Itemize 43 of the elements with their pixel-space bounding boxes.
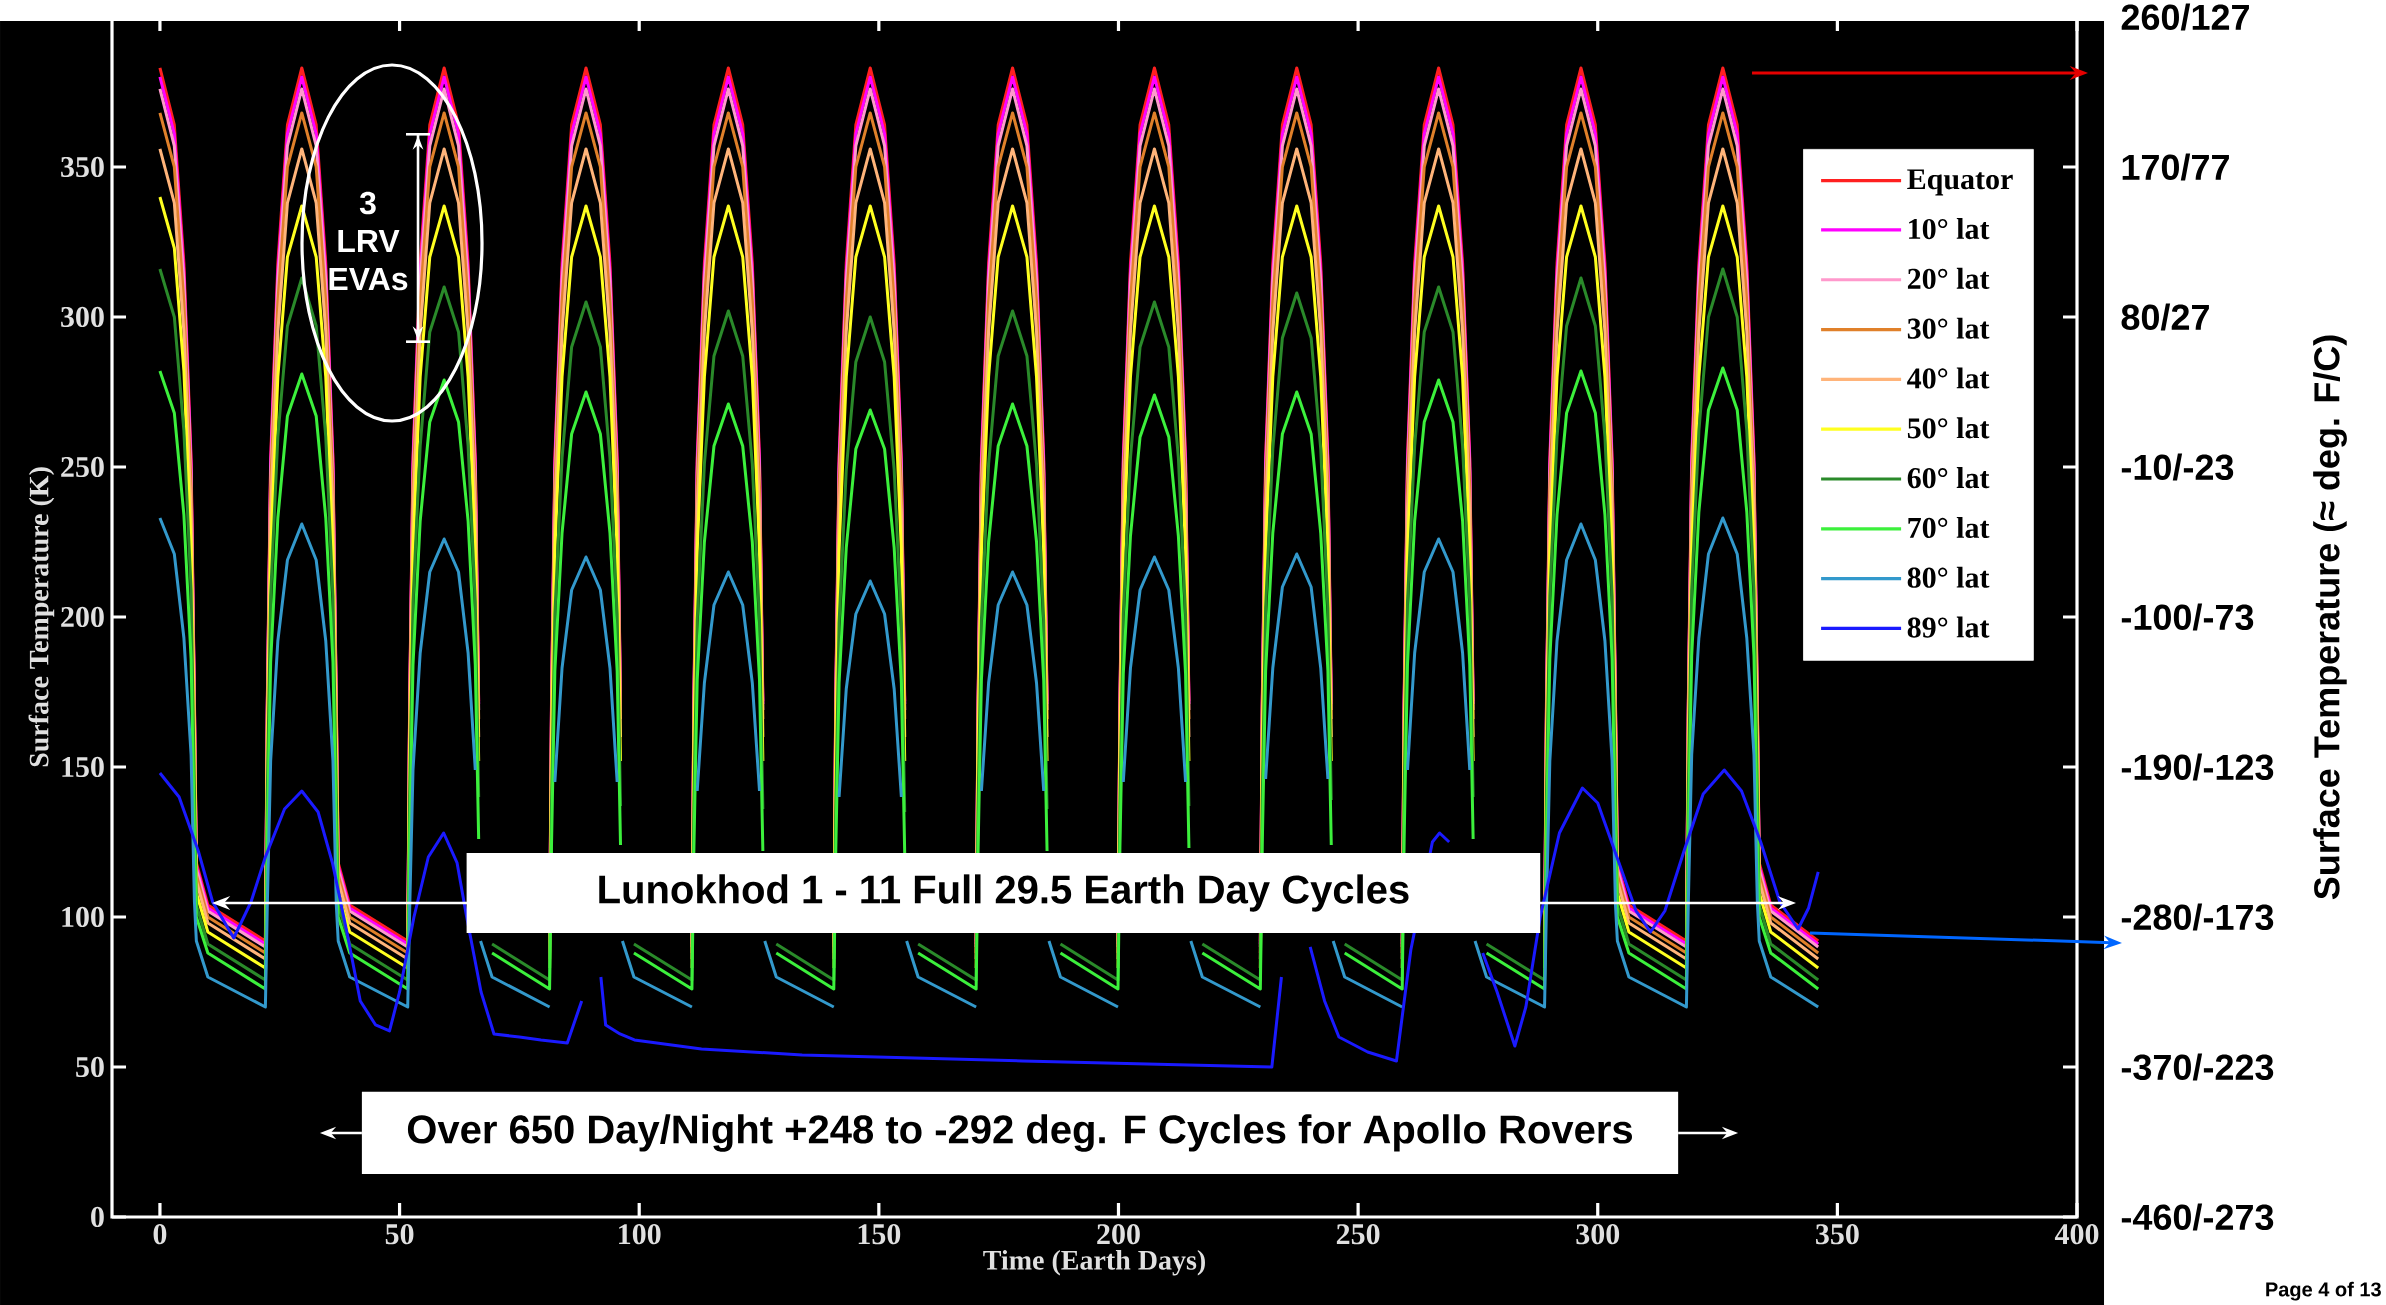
x-tick-label: 100 (619, 1224, 661, 1245)
y-axis-title: Surface Temperature (K) (28, 467, 55, 767)
text: -280/-173 (2121, 903, 2274, 931)
y-tick-label: 100 (62, 906, 104, 928)
text: 170/77 (2122, 153, 2229, 181)
text: -460/-273 (2121, 1203, 2274, 1231)
text: 80/27 (2121, 303, 2209, 331)
legend-label: 20° lat (1907, 267, 1990, 289)
x-tick-label: 50 (385, 1224, 414, 1245)
x-tick-label: 350 (1816, 1224, 1859, 1245)
y-tick-label: 250 (61, 456, 104, 478)
y-tick-label: 200 (61, 606, 104, 628)
x-tick-label: 0 (153, 1224, 167, 1245)
legend-label: 70° lat (1908, 516, 1990, 539)
legend-label: 30° lat (1907, 317, 1990, 339)
y-tick-label: 150 (62, 756, 104, 778)
text: 260/127 (2121, 3, 2249, 31)
text: -10/-23 (2121, 453, 2234, 481)
y-tick-label: 300 (61, 306, 104, 328)
legend-label: 50° lat (1907, 417, 1990, 439)
legend-label: 60° lat (1907, 467, 1990, 489)
legend-label: 89° lat (1907, 616, 1990, 638)
x-tick-label: 300 (1576, 1224, 1620, 1245)
legend-label: 40° lat (1907, 367, 1990, 389)
legend-label: 80° lat (1907, 566, 1990, 588)
x-tick-label: 200 (1097, 1224, 1140, 1245)
text: -190/-123 (2121, 753, 2274, 781)
x-tick-label: 250 (1336, 1224, 1380, 1245)
legend-label: Equator (1907, 169, 2013, 196)
text: Surface Temperature (≈ deg. F/C) (2313, 335, 2347, 900)
legend-label: 10° lat (1909, 218, 1990, 240)
annotation: Over 650 Day/Night +248 to -292 deg. F Cycles for Apollo Rovers (407, 1114, 1633, 1152)
x-axis-title: Time (Earth Days) (983, 1250, 1205, 1276)
y-tick-label: 350 (61, 156, 104, 178)
annotation: Lunokhod 1 - 11 Full 29.5 Earth Day Cycles (599, 874, 1409, 912)
y-tick-label: 0 (91, 1206, 104, 1228)
x-tick-label: 400 (2054, 1224, 2099, 1245)
text: -100/-73 (2121, 603, 2254, 631)
text: Page 4 of 13 (2266, 1281, 2381, 1301)
y-tick-label: 50 (76, 1056, 104, 1078)
annotation: 3 LRV EVAs (329, 191, 408, 291)
text: -370/-223 (2121, 1053, 2274, 1081)
x-tick-label: 150 (858, 1224, 901, 1245)
